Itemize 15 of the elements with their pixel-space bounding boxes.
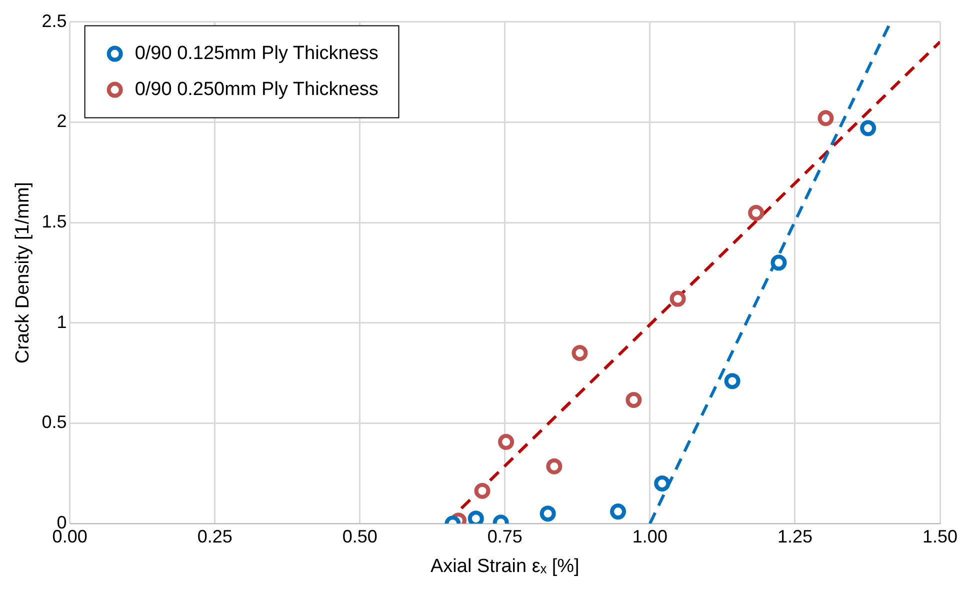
- y-axis-title: Crack Density [1/mm]: [12, 182, 34, 364]
- y-tick-label: 0.5: [42, 412, 67, 432]
- x-tick-label: 0.50: [342, 526, 378, 546]
- x-tick-label: 1.50: [922, 526, 958, 546]
- x-tick-label: 0.25: [197, 526, 232, 546]
- y-tick-label: 2: [56, 111, 67, 132]
- y-tick-label: 1.5: [42, 211, 67, 232]
- legend-label: 0/90 0.125mm Ply Thickness: [134, 43, 378, 64]
- legend-label: 0/90 0.250mm Ply Thickness: [134, 79, 378, 100]
- x-tick-label: 0.75: [487, 526, 522, 546]
- x-tick-label: 1.25: [777, 526, 812, 546]
- y-tick-label: 2.5: [42, 10, 67, 31]
- x-axis-title: Axial Strain εₓ [%]: [430, 556, 580, 577]
- y-tick-label: 1: [56, 312, 67, 332]
- x-tick-label: 1.00: [632, 526, 668, 546]
